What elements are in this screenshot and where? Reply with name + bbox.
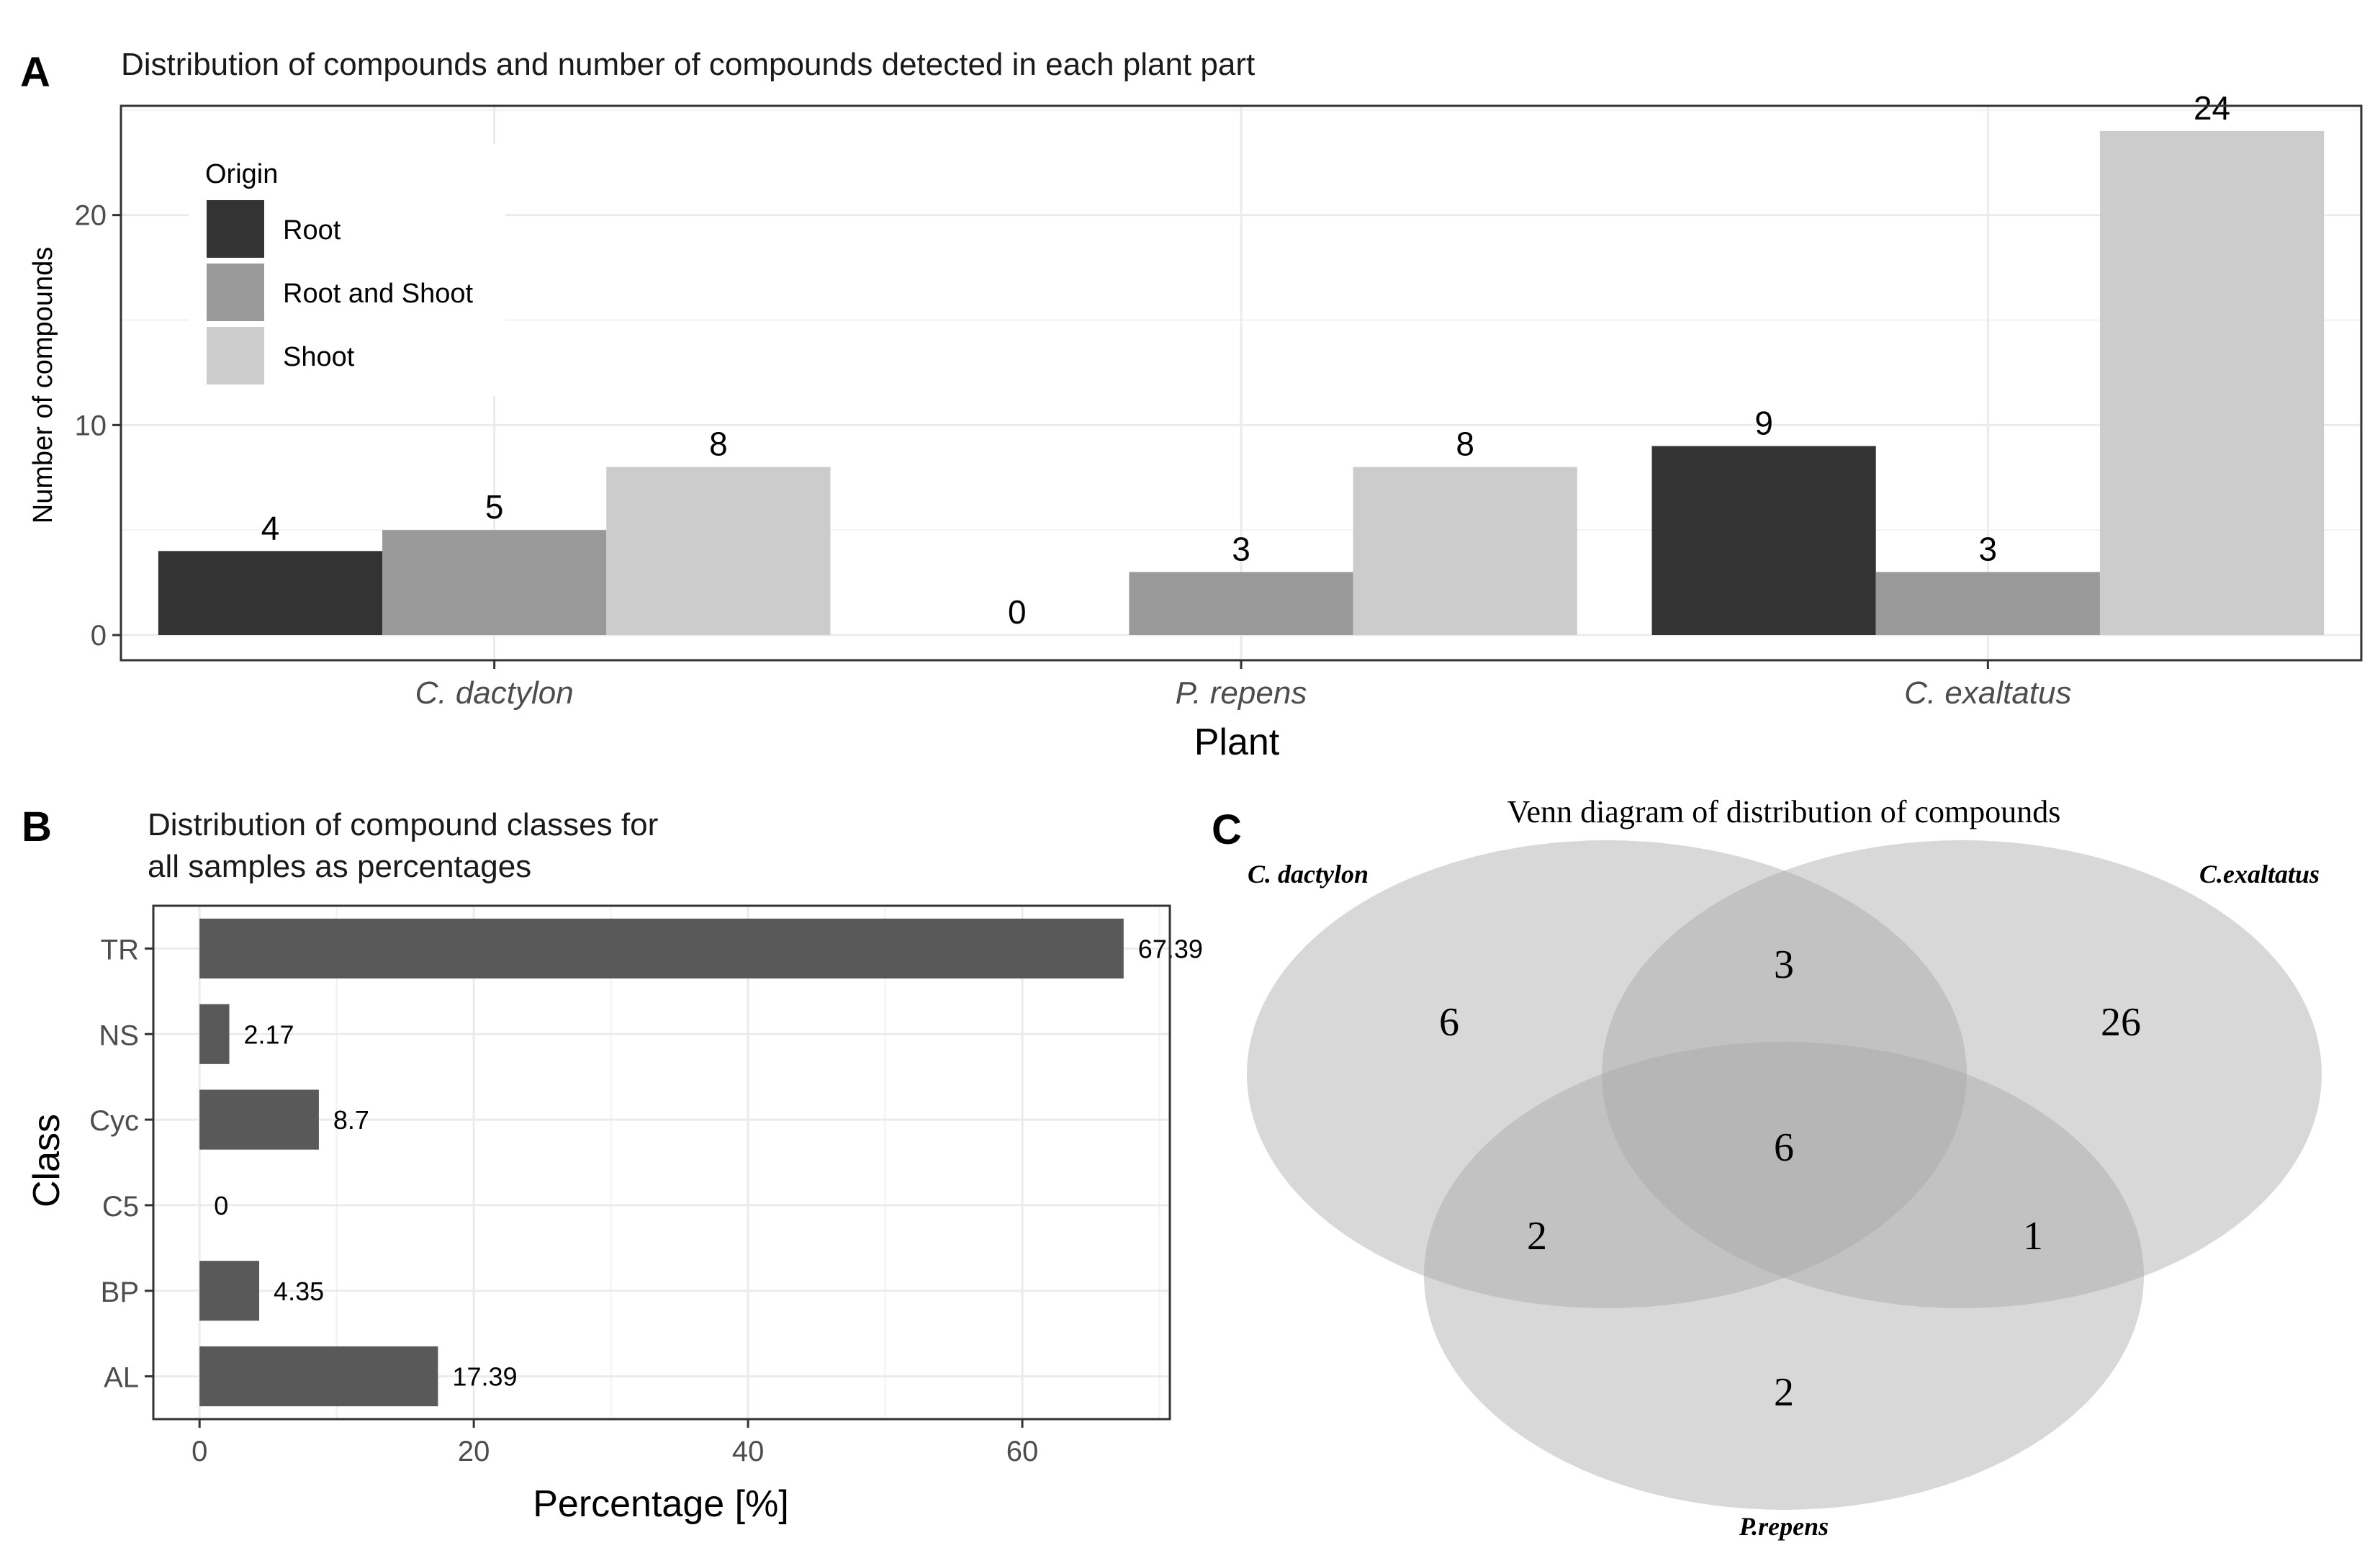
chart-a-bar-c-exaltatus-shoot (2099, 131, 2325, 635)
chart-a-data-label-c-dactylon-root-and-shoot: 5 (485, 488, 504, 526)
chart-a-data-label-c-exaltatus-shoot: 24 (2194, 89, 2230, 127)
chart-a-y-axis-label: Number of compounds (28, 247, 58, 523)
chart-a-data-label-p-repens-shoot: 8 (1456, 426, 1474, 463)
chart-a-legend-swatch-root (207, 200, 264, 258)
chart-b-bars (199, 918, 1124, 1407)
chart-a-bar-c-exaltatus-root-and-shoot (1875, 572, 2100, 635)
panel-letter-b: B (22, 804, 52, 850)
chart-b-x-tick-label: 20 (458, 1436, 490, 1467)
chart-b-bar-bp (199, 1261, 260, 1321)
venn-circle-c-dactylon (1247, 840, 1967, 1308)
panel-letter-c: C (1212, 806, 1242, 853)
chart-b-bar-tr (199, 918, 1124, 979)
chart-a-legend-title: Origin (205, 159, 278, 189)
chart-b-x-tick-label: 60 (1006, 1436, 1039, 1467)
chart-b-x-tick-label: 40 (732, 1436, 765, 1467)
chart-b-y-tick-label-bp: BP (101, 1277, 139, 1308)
chart-a-y-tick-label: 10 (75, 410, 107, 441)
chart-a-x-tick-label-c-dactylon: C. dactylon (415, 675, 574, 711)
venn-set-label-c-dactylon: C. dactylon (1248, 860, 1369, 888)
chart-b-bar-al (199, 1346, 438, 1407)
chart-b-data-label-bp: 4.35 (274, 1277, 324, 1306)
chart-b-y-tick-label-ns: NS (99, 1020, 139, 1051)
chart-a-bar-c-dactylon-shoot (606, 467, 831, 635)
chart-b-data-label-c5: 0 (214, 1191, 228, 1220)
chart-a-x-tick-label-p-repens: P. repens (1176, 675, 1307, 711)
chart-a-bars (158, 131, 2325, 635)
chart-a-bar-c-dactylon-root-and-shoot (382, 530, 607, 635)
chart-a-bar-p-repens-root-and-shoot (1129, 572, 1353, 635)
venn-count-dactylon-only: 6 (1439, 1000, 1459, 1045)
chart-a-data-label-p-repens-root: 0 (1008, 593, 1027, 631)
chart-a-legend-swatch-root-and-shoot (207, 264, 264, 321)
panel-letter-a: A (20, 49, 50, 96)
chart-a-y-tick-label: 0 (91, 620, 107, 652)
chart-a-bar-p-repens-shoot (1353, 467, 1577, 635)
chart-b-y-tick-label-cyc: Cyc (89, 1105, 139, 1137)
chart-a-y-ticks: 0 10 20 (75, 200, 121, 652)
venn-set-label-p-repens: P.repens (1739, 1512, 1829, 1541)
venn-count-repens-only: 2 (1774, 1370, 1794, 1415)
chart-a-x-ticks: C. dactylon P. repens C. exaltatus (415, 660, 2072, 711)
venn-set-label-c-exaltatus: C.exaltatus (2199, 860, 2320, 888)
chart-b-plot-background (153, 906, 1170, 1419)
chart-b-data-label-al: 17.39 (452, 1362, 517, 1392)
panel-b: B Distribution of compound classes for a… (22, 804, 1203, 1525)
chart-b-plot-border (152, 904, 1171, 1421)
chart-b-bar-cyc (199, 1089, 319, 1150)
chart-a-data-label-c-dactylon-root: 4 (261, 509, 280, 546)
chart-a-data-labels: 4 5 8 0 3 8 9 3 24 (261, 89, 2230, 631)
chart-a-title: Distribution of compounds and number of … (121, 47, 1255, 82)
chart-a-bar-c-exaltatus-root (1651, 446, 1876, 635)
chart-a-x-tick-label-c-exaltatus: C. exaltatus (1904, 675, 2071, 711)
chart-b-x-axis-label: Percentage [%] (533, 1483, 789, 1525)
venn-count-dactylon-repens: 2 (1527, 1214, 1547, 1259)
chart-a-legend-swatch-shoot (207, 327, 264, 384)
chart-a-legend-items: Root Root and Shoot Shoot (207, 200, 474, 384)
chart-b-y-tick-label-c5: C5 (102, 1191, 139, 1223)
chart-a-legend-label-shoot: Shoot (283, 342, 355, 372)
chart-a-legend: Origin Root Root and Shoot Shoot (189, 144, 505, 396)
venn-circle-c-exaltatus (1602, 840, 2322, 1308)
venn-count-exaltatus-only: 26 (2101, 1000, 2141, 1045)
chart-a-data-label-p-repens-root-and-shoot: 3 (1232, 531, 1250, 568)
chart-b-title-line-1: Distribution of compound classes for (148, 807, 658, 842)
chart-a-data-label-c-exaltatus-root-and-shoot: 3 (1979, 531, 1998, 568)
venn-circle-p-repens (1424, 1042, 2144, 1510)
chart-b-y-tick-label-tr: TR (101, 934, 139, 966)
chart-b-bar-ns (199, 1004, 230, 1064)
chart-b-y-axis-label: Class (26, 1114, 68, 1207)
chart-a-data-label-c-dactylon-shoot: 8 (709, 426, 728, 463)
venn-count-all-three: 6 (1774, 1125, 1794, 1170)
venn-count-dactylon-exaltatus: 3 (1774, 942, 1794, 987)
chart-a-y-tick-label: 20 (75, 200, 107, 232)
panel-a: A Distribution of compounds and number o… (20, 47, 2363, 763)
chart-a-x-axis-label: Plant (1194, 721, 1280, 763)
venn-title: Venn diagram of distribution of compound… (1507, 794, 2061, 829)
chart-b-y-ticks: TR NS Cyc C5 BP AL (89, 934, 153, 1394)
chart-b-x-tick-label: 0 (191, 1436, 207, 1467)
chart-a-legend-label-root: Root (283, 215, 341, 246)
chart-a-legend-label-root-and-shoot: Root and Shoot (283, 279, 474, 309)
chart-a-bar-c-dactylon-root (158, 551, 383, 635)
chart-b-data-label-ns: 2.17 (244, 1020, 294, 1049)
chart-a-data-label-c-exaltatus-root: 9 (1754, 405, 1773, 442)
panel-c: C Venn diagram of distribution of compou… (1212, 794, 2322, 1541)
venn-count-exaltatus-repens: 1 (2023, 1214, 2043, 1259)
chart-b-x-ticks: 0 20 40 60 (191, 1419, 1038, 1467)
chart-b-title-line-2: all samples as percentages (148, 849, 531, 884)
chart-b-data-label-cyc: 8.7 (333, 1105, 369, 1135)
chart-b-y-tick-label-al: AL (104, 1362, 139, 1394)
